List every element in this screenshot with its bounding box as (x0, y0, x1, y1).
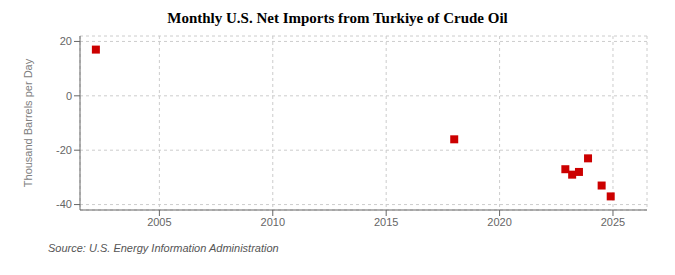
svg-text:2025: 2025 (601, 216, 625, 228)
svg-text:-20: -20 (56, 144, 72, 156)
svg-text:2010: 2010 (261, 216, 285, 228)
html-text:Source: U.S. Energy Informatio: Source: U.S. Energy Information Administ… (48, 242, 279, 254)
svg-text:2005: 2005 (147, 216, 171, 228)
svg-text:2015: 2015 (374, 216, 398, 228)
svg-text:0: 0 (66, 90, 72, 102)
svg-text:Thousand Barrels per Day: Thousand Barrels per Day (22, 58, 34, 187)
svg-text:20: 20 (60, 35, 72, 47)
svg-text:2020: 2020 (487, 216, 511, 228)
svg-text:-40: -40 (56, 198, 72, 210)
html-text:Monthly U.S. Net Imports from: Monthly U.S. Net Imports from Turkiye of… (167, 10, 508, 26)
